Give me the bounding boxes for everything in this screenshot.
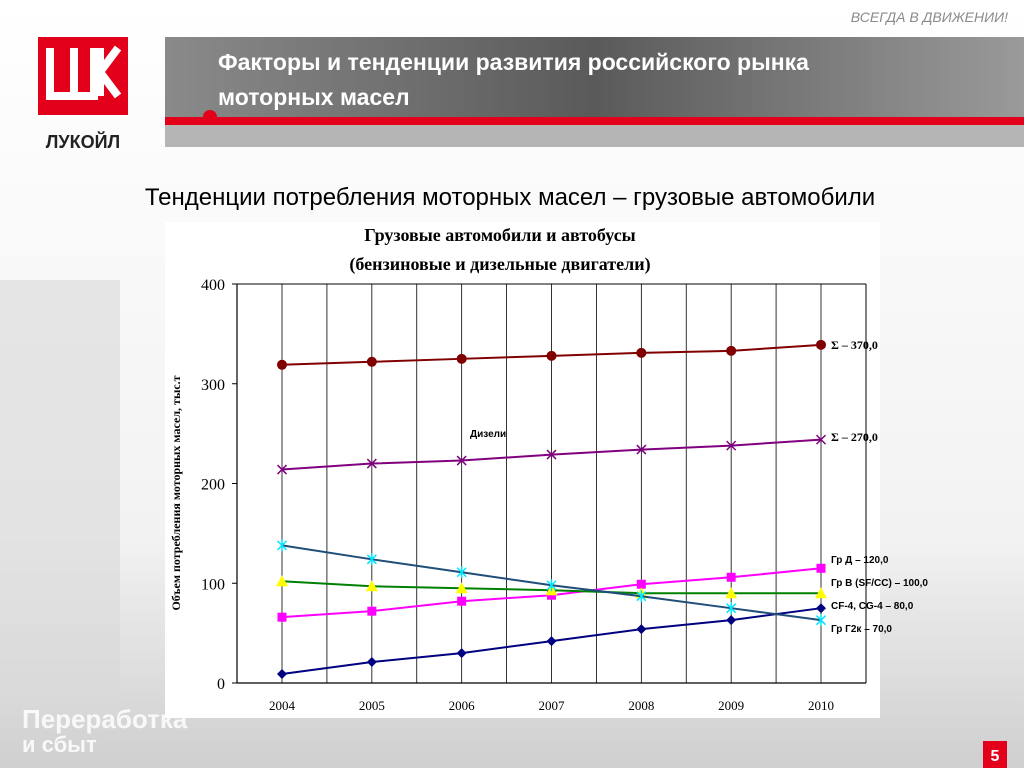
x-tick-label: 2005 bbox=[359, 698, 385, 713]
slide-subtitle: Тенденции потребления моторных масел – г… bbox=[145, 184, 875, 211]
footer-division: Переработка bbox=[22, 704, 188, 734]
legend-label: CF-4, CG-4 – 80,0 bbox=[831, 601, 914, 612]
footer-division: и сбыт bbox=[22, 732, 97, 757]
x-tick-label: 2006 bbox=[449, 698, 476, 713]
data-point bbox=[816, 603, 826, 614]
data-point bbox=[457, 596, 467, 606]
data-point bbox=[815, 587, 827, 599]
data-point bbox=[366, 657, 377, 668]
data-point bbox=[456, 648, 467, 659]
slide-title: Факторы и тенденции развития российского… bbox=[218, 49, 809, 75]
header-stripe bbox=[165, 117, 1024, 125]
page-badge bbox=[983, 741, 1007, 768]
data-point bbox=[726, 615, 737, 626]
legend-label: Гр Г2к – 70,0 bbox=[831, 624, 892, 635]
data-point bbox=[636, 590, 647, 603]
data-point bbox=[366, 458, 377, 469]
data-point bbox=[365, 580, 378, 592]
data-point bbox=[277, 359, 287, 370]
chart: Грузовые автомобили и автобусы (бензиновы… bbox=[169, 225, 928, 713]
data-point bbox=[456, 353, 467, 364]
data-point bbox=[726, 602, 737, 615]
data-point bbox=[636, 579, 646, 589]
x-tick-label: 2010 bbox=[808, 698, 834, 713]
data-point bbox=[456, 566, 467, 579]
page-number: 5 bbox=[991, 748, 1000, 765]
data-point bbox=[546, 579, 557, 592]
data-point bbox=[726, 345, 737, 356]
header-dot bbox=[203, 110, 217, 124]
data-point bbox=[366, 356, 377, 367]
data-point bbox=[367, 606, 377, 616]
slide-title: моторных масел bbox=[218, 84, 410, 110]
data-point bbox=[456, 455, 467, 466]
chart-subtitle: (бензиновые и дизельные двигатели) bbox=[349, 254, 650, 275]
data-point bbox=[277, 669, 287, 680]
data-point bbox=[276, 464, 288, 475]
data-point bbox=[636, 624, 647, 635]
data-point bbox=[276, 539, 288, 552]
chart-background bbox=[165, 222, 880, 718]
data-point bbox=[546, 350, 557, 361]
annotation: Дизели bbox=[470, 429, 506, 440]
data-point bbox=[726, 572, 736, 582]
data-point bbox=[816, 339, 826, 350]
data-point bbox=[636, 444, 647, 455]
logo-text: ЛУКОЙЛ bbox=[46, 131, 120, 152]
data-point bbox=[636, 347, 647, 358]
data-point bbox=[815, 614, 827, 627]
data-point bbox=[726, 440, 737, 451]
legend-label: Гр В (SF/CC) – 100,0 bbox=[831, 578, 928, 589]
x-tick-label: 2004 bbox=[269, 698, 296, 713]
x-tick-label: 2008 bbox=[628, 698, 654, 713]
y-axis-label: Объем потребления моторных масел, тыс.т bbox=[169, 375, 183, 610]
data-point bbox=[277, 612, 287, 622]
slogan: ВСЕГДА В ДВИЖЕНИИ! bbox=[851, 9, 1008, 25]
legend-label: Гр Д – 120,0 bbox=[831, 555, 889, 566]
logo-mark bbox=[46, 45, 122, 100]
header-bar bbox=[165, 37, 1024, 117]
data-point bbox=[455, 582, 468, 594]
x-tick-label: 2009 bbox=[718, 698, 744, 713]
data-point bbox=[546, 449, 557, 460]
y-tick-label: 400 bbox=[201, 277, 225, 294]
data-point bbox=[816, 563, 826, 573]
data-point bbox=[815, 434, 827, 445]
x-tick-label: 2007 bbox=[539, 698, 566, 713]
plant-silhouette bbox=[0, 280, 120, 700]
data-point bbox=[725, 587, 738, 599]
legend-label: Σ – 370,0 bbox=[831, 338, 878, 352]
header-shadow bbox=[165, 125, 1024, 147]
data-point bbox=[546, 636, 557, 647]
y-tick-label: 100 bbox=[201, 576, 225, 593]
chart-title: Грузовые автомобили и автобусы bbox=[364, 225, 636, 245]
data-point bbox=[366, 553, 377, 566]
legend-label: Σ – 270,0 bbox=[831, 430, 878, 444]
y-tick-label: 0 bbox=[217, 676, 225, 693]
data-point bbox=[276, 575, 288, 587]
y-tick-label: 300 bbox=[201, 377, 225, 394]
y-tick-label: 200 bbox=[201, 477, 225, 494]
